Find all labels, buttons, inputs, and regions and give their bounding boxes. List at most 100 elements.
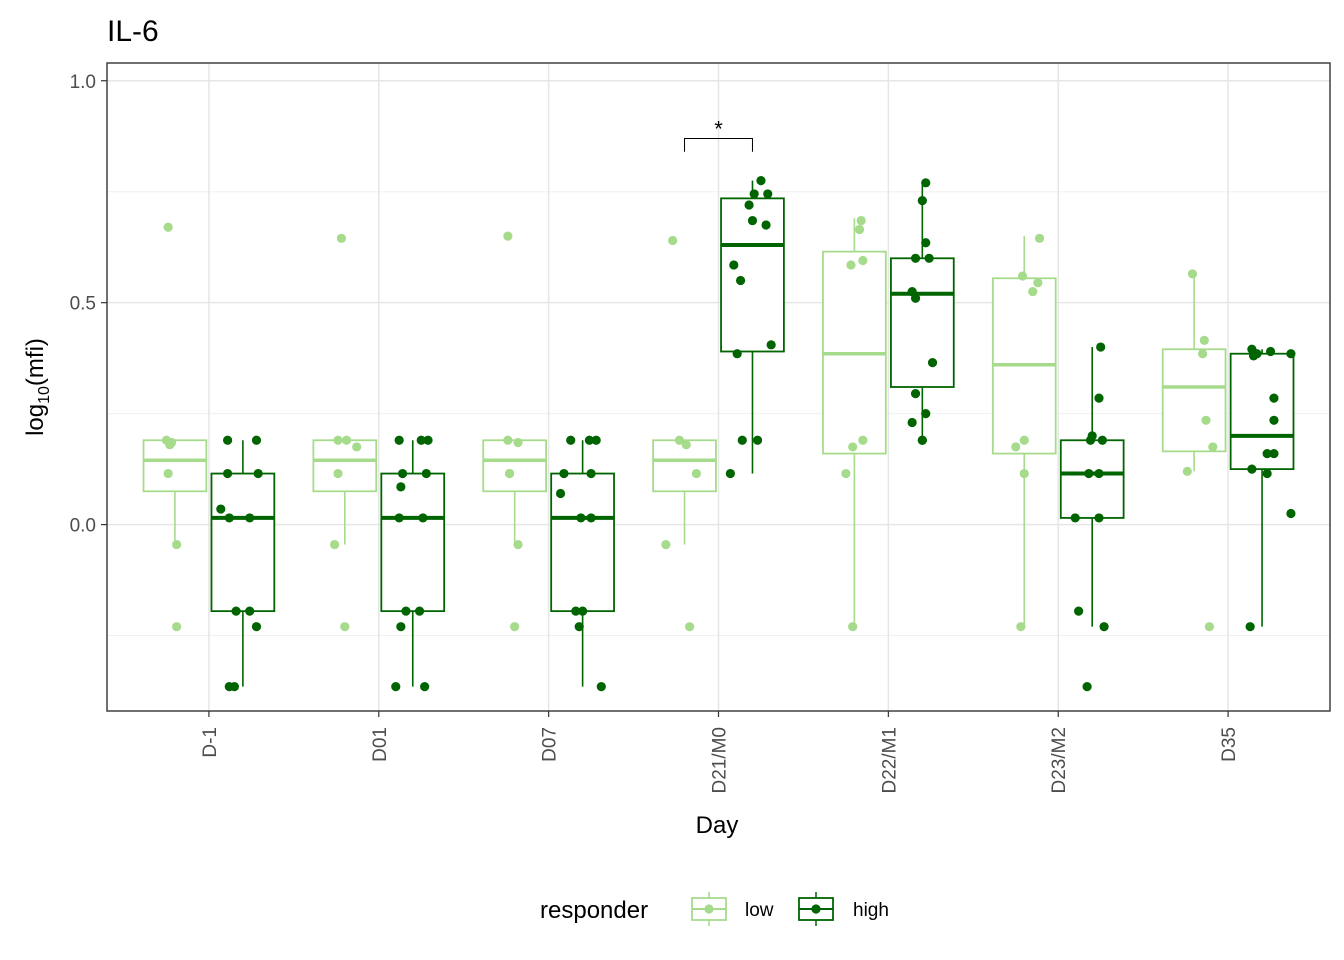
box-low-0 xyxy=(142,439,208,545)
point-low xyxy=(341,435,352,445)
point-high xyxy=(555,488,566,499)
significance-bracket xyxy=(684,137,753,152)
point-high xyxy=(245,513,255,523)
point-high xyxy=(397,468,408,479)
box-high-5 xyxy=(1059,347,1125,627)
point-high xyxy=(423,435,433,445)
point-high xyxy=(1269,393,1279,403)
point-low xyxy=(340,622,350,632)
point-high xyxy=(1070,513,1080,523)
y-tick-label: 0.0 xyxy=(70,516,96,537)
point-low xyxy=(352,442,362,452)
box-high-0 xyxy=(210,440,276,687)
box-high-4 xyxy=(890,180,955,441)
point-high xyxy=(420,681,430,692)
point-high xyxy=(735,275,746,286)
box-high-2 xyxy=(550,440,615,687)
point-high xyxy=(224,513,234,523)
point-low xyxy=(661,539,671,550)
point-high xyxy=(729,260,739,270)
box-low-4 xyxy=(822,218,887,627)
plot-area: * xyxy=(142,116,1296,692)
point-high xyxy=(1262,468,1272,479)
point-low xyxy=(510,622,520,632)
point-low xyxy=(1201,415,1211,425)
point-low xyxy=(854,224,865,235)
point-high xyxy=(396,482,406,492)
point-high xyxy=(749,189,759,199)
point-high xyxy=(584,435,595,445)
point-high xyxy=(752,435,763,445)
point-high xyxy=(578,606,588,616)
x-tick-label: D21/M0 xyxy=(710,727,731,794)
x-tick-label: D01 xyxy=(370,727,391,762)
point-high xyxy=(1269,448,1279,459)
x-tick-label: D22/M1 xyxy=(879,727,900,794)
point-high xyxy=(1248,351,1259,361)
point-low xyxy=(858,435,868,445)
point-high xyxy=(394,513,404,523)
point-high xyxy=(1269,415,1279,425)
point-high xyxy=(596,681,606,692)
box-iqr xyxy=(380,472,446,613)
point-high xyxy=(1247,464,1257,474)
point-high xyxy=(1286,349,1296,359)
legend-key-low xyxy=(691,892,727,926)
point-high xyxy=(737,435,747,445)
point-high xyxy=(251,435,262,445)
legend-key-high xyxy=(798,892,834,926)
point-high xyxy=(910,293,921,303)
legend-key-point xyxy=(811,904,821,914)
point-high xyxy=(1094,393,1104,403)
point-low xyxy=(1019,468,1029,479)
x-tick-label: D07 xyxy=(540,727,561,762)
point-low xyxy=(172,539,182,550)
point-low xyxy=(166,437,177,448)
box-low-1 xyxy=(312,439,378,545)
point-low xyxy=(1033,278,1043,288)
point-low xyxy=(858,255,868,266)
legend-label-high: high xyxy=(853,900,889,921)
point-high xyxy=(224,681,234,692)
point-high xyxy=(1245,622,1255,632)
point-high xyxy=(394,435,404,445)
point-high xyxy=(1286,508,1296,519)
box-low-2 xyxy=(482,439,547,545)
point-high xyxy=(910,253,921,263)
point-high xyxy=(253,468,263,479)
point-high xyxy=(245,606,255,616)
point-high xyxy=(586,513,596,523)
legend-label-low: low xyxy=(745,900,774,921)
point-low xyxy=(846,260,856,270)
point-low xyxy=(1198,349,1208,359)
significance-label: * xyxy=(714,116,723,141)
x-axis-title: Day xyxy=(696,812,739,839)
point-low xyxy=(336,233,347,243)
point-high xyxy=(571,606,581,616)
box-iqr xyxy=(142,439,208,493)
point-high xyxy=(1094,468,1104,479)
point-high xyxy=(416,435,426,445)
box-iqr xyxy=(312,439,378,493)
legend-title: responder xyxy=(540,897,648,924)
x-tick-label: D-1 xyxy=(200,727,221,758)
point-high xyxy=(251,622,262,632)
point-high xyxy=(761,220,771,230)
point-low xyxy=(172,622,182,632)
point-high xyxy=(917,435,927,445)
point-low xyxy=(681,440,691,450)
point-low xyxy=(333,468,343,479)
box-iqr xyxy=(1229,352,1295,471)
axes: 0.0 0.5 1.0 D-1 D01 D07 D21/M0 D22/M1 D23/M2 D35 xyxy=(70,72,1241,794)
point-high xyxy=(1082,681,1092,692)
point-high xyxy=(1096,342,1106,352)
point-low xyxy=(1011,442,1021,452)
point-low xyxy=(1028,286,1038,297)
point-high xyxy=(586,468,596,479)
legend-key-point xyxy=(704,904,714,914)
box-iqr xyxy=(1161,348,1227,453)
point-high xyxy=(921,238,931,248)
point-low xyxy=(513,437,523,448)
x-tick-label: D23/M2 xyxy=(1049,727,1070,794)
